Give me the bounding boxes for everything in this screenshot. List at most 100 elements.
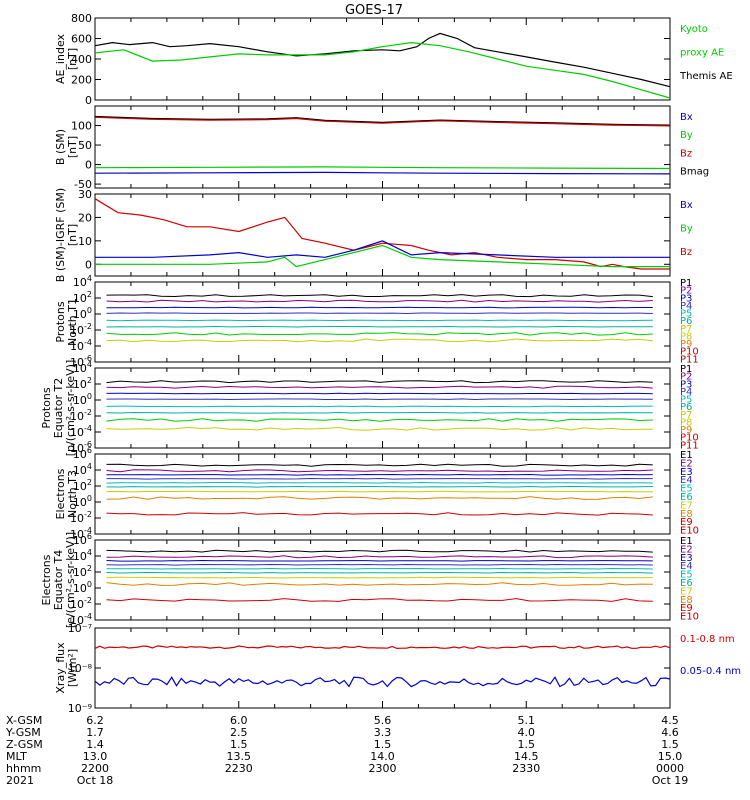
legend-entry: P2 — [680, 286, 692, 297]
series-line — [95, 240, 670, 258]
flux-level-line — [106, 418, 653, 422]
y-tick-exponent: 0 — [87, 392, 92, 401]
y-axis-label: Protons — [54, 301, 67, 342]
x-axis-row-label: MLT — [6, 750, 27, 763]
legend-entry: Bmag — [680, 167, 709, 178]
x-axis-value: 1.7 — [86, 726, 104, 739]
legend-entry: E10 — [680, 526, 699, 537]
x-axis-value: 13.5 — [227, 750, 252, 763]
y-tick-label: 50 — [78, 139, 92, 152]
flux-level-line — [106, 299, 653, 303]
legend-entry: Bx — [680, 112, 693, 123]
y-tick-exponent: -6 — [84, 440, 92, 449]
legend-entry: E4 — [680, 561, 693, 572]
x-axis-value: 1.4 — [86, 738, 104, 751]
x-axis-value: 1.5 — [374, 738, 392, 751]
y-axis-label: [p/(cm²-s-sr-keV)] — [64, 360, 77, 457]
flux-level-line — [106, 555, 653, 559]
legend-entry: Bx — [680, 200, 693, 211]
y-axis-label: Electrons — [54, 468, 67, 519]
series-line — [94, 32, 671, 88]
legend-entry: E10 — [680, 612, 699, 623]
panel-frame — [94, 453, 671, 535]
y-tick-label: 600 — [71, 33, 92, 46]
panel-frame — [94, 627, 671, 709]
legend-entry: P5 — [680, 309, 692, 320]
y-axis-label: Protons — [40, 387, 53, 428]
panel-frame — [94, 281, 671, 363]
legend-entry: P6 — [680, 316, 692, 327]
flux-level-line — [106, 559, 653, 562]
y-axis-label: AE_index — [54, 33, 67, 84]
x-axis-value: 6.0 — [230, 714, 248, 727]
flux-level-line — [106, 392, 653, 395]
flux-level-line — [106, 294, 653, 298]
y-tick-exponent: 0 — [87, 580, 92, 589]
legend-entry: E9 — [680, 603, 693, 614]
y-tick-exponent: -4 — [84, 424, 92, 433]
legend-entry: Themis AE — [679, 71, 733, 82]
y-axis-label: B (SM)-IGRF (SM) — [54, 188, 67, 282]
x-axis-value: 2300 — [369, 762, 397, 775]
x-axis-value: 2200 — [81, 762, 109, 775]
flux-level-line — [106, 312, 653, 315]
legend-entry: P5 — [680, 395, 692, 406]
legend-entry: P8 — [680, 331, 692, 342]
flux-level-line — [106, 576, 653, 579]
x-axis-value: Oct 18 — [77, 774, 114, 787]
x-axis-row-label: X-GSM — [6, 714, 42, 727]
legend-entry: Kyoto — [680, 24, 708, 35]
y-tick-exponent: 6 — [87, 532, 92, 541]
x-axis-value: 4.5 — [661, 714, 679, 727]
panel-frame — [94, 539, 671, 621]
legend-entry: E8 — [680, 595, 693, 606]
legend-entry: E3 — [680, 553, 693, 564]
y-tick-exponent: -4 — [84, 526, 92, 535]
x-axis-row-label: 2021 — [6, 774, 34, 787]
x-axis-value: 1.5 — [518, 738, 536, 751]
y-axis-label: Xray_flux — [54, 642, 67, 694]
legend-entry: E9 — [680, 517, 693, 528]
y-axis-label: [W/m²] — [66, 649, 79, 687]
y-tick-label: 100 — [71, 120, 92, 133]
y-tick-exponent: 4 — [87, 548, 92, 557]
y-tick-exponent: 0 — [87, 306, 92, 315]
y-tick-exponent: -4 — [84, 612, 92, 621]
legend-entry: Bz — [680, 247, 692, 258]
x-axis-value: 5.6 — [374, 714, 392, 727]
flux-level-line — [106, 325, 653, 328]
y-tick-label: 400 — [71, 53, 92, 66]
legend-entry: E2 — [680, 544, 693, 555]
x-axis-value: 5.1 — [518, 714, 536, 727]
y-axis-label: [nT] — [66, 48, 79, 70]
legend-entry: P10 — [680, 433, 699, 444]
panel-frame — [94, 17, 671, 101]
y-tick-exponent: -2 — [84, 408, 92, 417]
x-axis-value: 4.6 — [661, 726, 679, 739]
panel-bsm: -50 0 50 100 B (SM) [nT] Bx By Bz Bmag — [54, 105, 709, 191]
y-tick-label: 10⁻⁷ — [68, 622, 92, 635]
flux-level-line — [106, 473, 653, 476]
flux-level-line — [106, 477, 653, 480]
x-axis-value: 6.2 — [86, 714, 104, 727]
x-axis-value: 1.5 — [661, 738, 679, 751]
x-axis-value: 2230 — [225, 762, 253, 775]
flux-level-line — [106, 571, 653, 574]
y-tick-exponent: -2 — [84, 596, 92, 605]
y-tick-label: 10⁻⁹ — [68, 702, 92, 715]
flux-level-line — [106, 306, 653, 309]
y-tick-exponent: -2 — [84, 322, 92, 331]
x-axis-value: 0000 — [656, 762, 684, 775]
legend-entry: P8 — [680, 417, 692, 428]
flux-level-line — [106, 598, 653, 602]
y-tick-exponent: -2 — [84, 510, 92, 519]
legend-entry: P11 — [680, 440, 699, 451]
flux-level-line — [106, 582, 653, 586]
series-line — [94, 198, 670, 270]
flux-level-line — [106, 385, 653, 389]
legend-entry: P6 — [680, 402, 692, 413]
x-axis-value: 14.5 — [514, 750, 539, 763]
flux-level-line — [106, 398, 653, 401]
series-line — [94, 41, 671, 99]
y-axis-label: Electrons — [40, 554, 53, 605]
